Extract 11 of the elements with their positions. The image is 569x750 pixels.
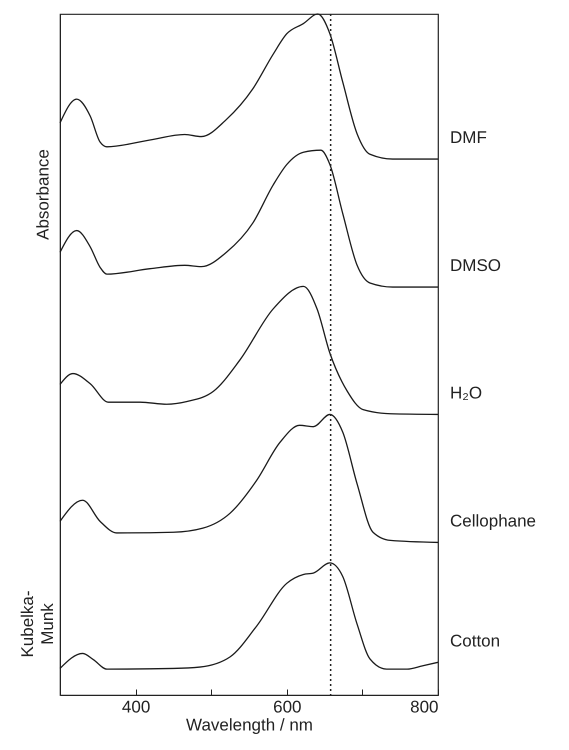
- series-label: H₂O: [450, 383, 482, 402]
- y-axis-title: Absorbance: [34, 149, 52, 240]
- x-tick-label: 600: [273, 698, 302, 716]
- x-tick-label: 800: [410, 698, 438, 716]
- series-label: Cotton: [450, 631, 500, 650]
- series-label: DMSO: [450, 256, 501, 276]
- series-label: DMF: [450, 128, 487, 148]
- series-label: Cellophane: [450, 511, 536, 530]
- x-tick-label: 400: [122, 698, 150, 716]
- x-axis-title: Wavelength / nm: [186, 716, 313, 734]
- text: Kubelka-Munk: [18, 590, 57, 658]
